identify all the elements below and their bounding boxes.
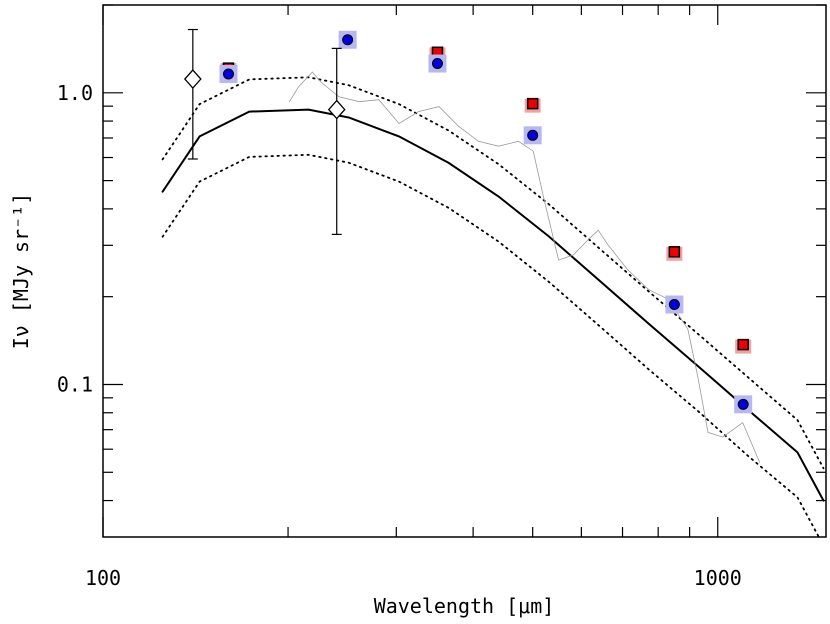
circle-marker	[527, 129, 539, 141]
circle-marker	[431, 58, 443, 70]
line-dotted	[161, 153, 820, 537]
line-solid	[161, 108, 825, 502]
line-thin	[289, 71, 761, 463]
diamond-marker	[327, 99, 346, 120]
circle-marker	[668, 299, 680, 311]
plot-frame	[102, 4, 827, 538]
circle-marker	[222, 68, 234, 80]
plot-area	[161, 28, 825, 537]
circle-marker	[342, 34, 354, 46]
square-marker	[668, 246, 681, 258]
square-marker	[737, 338, 749, 351]
y-tick-label: 1.0	[57, 81, 93, 105]
x-tick-label: 1000	[694, 566, 742, 590]
diamond-marker	[183, 69, 202, 89]
x-axis-label: Wavelength [μm]	[374, 594, 555, 618]
y-axis-label: Iν [MJy sr⁻¹]	[9, 193, 33, 350]
y-tick-label: 0.1	[57, 372, 93, 396]
line-dotted	[161, 76, 825, 470]
circle-marker	[737, 398, 749, 410]
square-marker	[526, 97, 539, 110]
x-tick-label: 100	[85, 566, 121, 590]
